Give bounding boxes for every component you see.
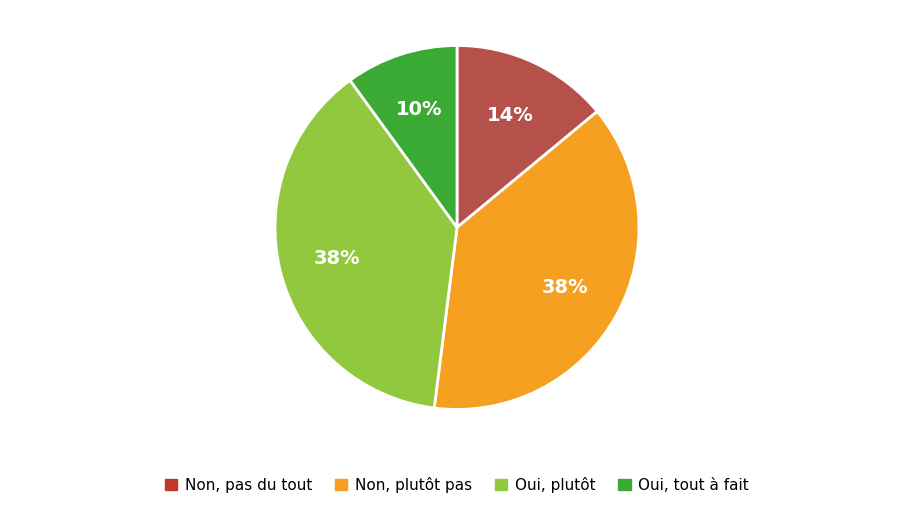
Text: 38%: 38% [314,249,360,268]
Text: 10%: 10% [396,100,442,119]
Text: 38%: 38% [542,278,589,297]
Wedge shape [350,45,457,227]
Legend: Non, pas du tout, Non, plutôt pas, Oui, plutôt, Oui, tout à fait: Non, pas du tout, Non, plutôt pas, Oui, … [159,471,755,499]
Wedge shape [275,80,457,408]
Text: 14%: 14% [486,106,533,125]
Wedge shape [434,112,639,409]
Wedge shape [457,45,597,227]
